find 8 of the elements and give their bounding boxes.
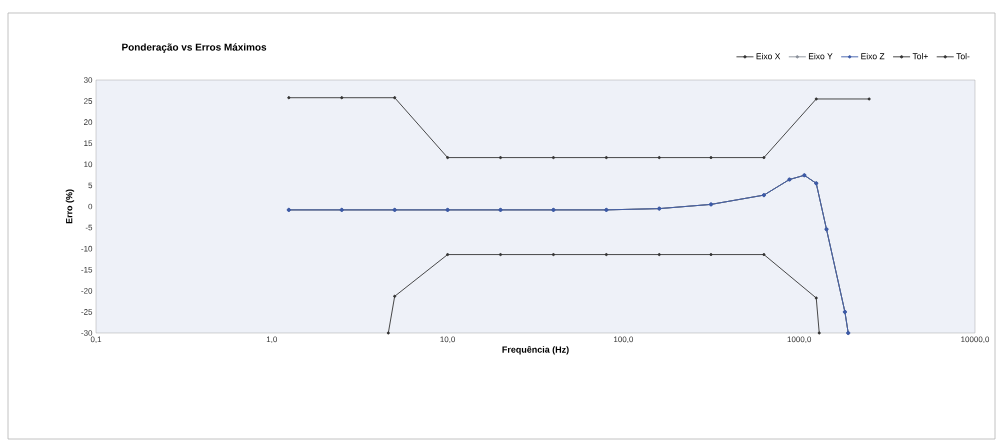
legend-label: Tol- [956, 53, 970, 60]
legend-label: Eixo Z [861, 53, 885, 60]
y-axis-title: Erro (%) [65, 189, 75, 224]
legend-label: Tol+ [912, 53, 928, 60]
legend-label: Eixo X [756, 53, 781, 60]
chart-title: Ponderação vs Erros Máximos [122, 43, 267, 53]
legend-label: Eixo Y [808, 53, 833, 60]
x-axis-title: Frequência (Hz) [502, 345, 569, 355]
